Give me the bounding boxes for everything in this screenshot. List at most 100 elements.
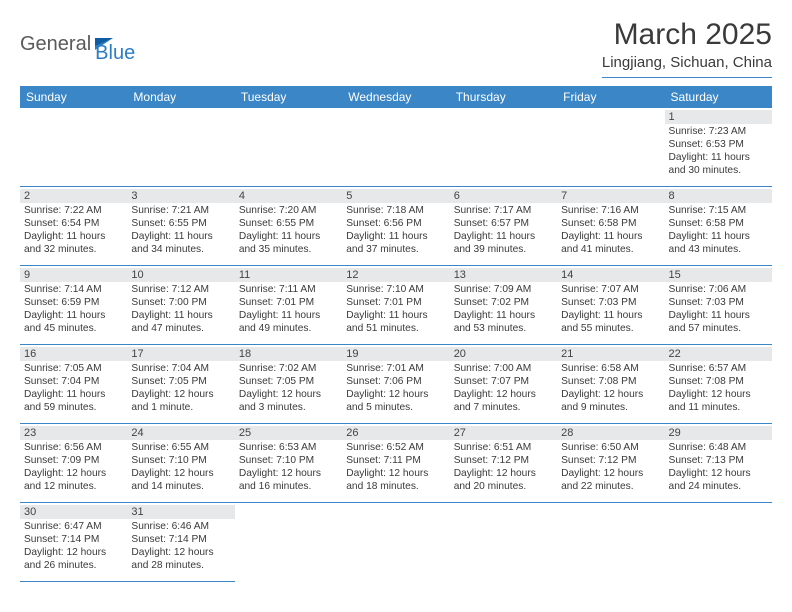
daylight2-text: and 37 minutes. [346, 243, 445, 256]
calendar-cell: 21Sunrise: 6:58 AMSunset: 7:08 PMDayligh… [557, 345, 664, 424]
sunrise-text: Sunrise: 7:16 AM [561, 204, 660, 217]
sunset-text: Sunset: 7:06 PM [346, 375, 445, 388]
sunrise-text: Sunrise: 7:07 AM [561, 283, 660, 296]
day-number: 29 [665, 426, 772, 440]
sunrise-text: Sunrise: 6:53 AM [239, 441, 338, 454]
logo: General Blue [20, 24, 135, 65]
daylight2-text: and 11 minutes. [669, 401, 768, 414]
title-rule [602, 77, 772, 78]
sunset-text: Sunset: 7:08 PM [669, 375, 768, 388]
daylight1-text: Daylight: 12 hours [561, 388, 660, 401]
daylight1-text: Daylight: 11 hours [561, 309, 660, 322]
sunrise-text: Sunrise: 7:04 AM [131, 362, 230, 375]
calendar-cell [127, 108, 234, 187]
day-number: 28 [557, 426, 664, 440]
day-number: 9 [20, 268, 127, 282]
daylight1-text: Daylight: 12 hours [454, 467, 553, 480]
day-number: 17 [127, 347, 234, 361]
sunset-text: Sunset: 7:13 PM [669, 454, 768, 467]
daylight2-text: and 45 minutes. [24, 322, 123, 335]
sunset-text: Sunset: 7:12 PM [561, 454, 660, 467]
daylight1-text: Daylight: 12 hours [24, 467, 123, 480]
daylight2-text: and 59 minutes. [24, 401, 123, 414]
sunset-text: Sunset: 6:56 PM [346, 217, 445, 230]
daylight2-text: and 41 minutes. [561, 243, 660, 256]
sunrise-text: Sunrise: 7:06 AM [669, 283, 768, 296]
daylight2-text: and 53 minutes. [454, 322, 553, 335]
sunset-text: Sunset: 7:10 PM [239, 454, 338, 467]
daylight1-text: Daylight: 12 hours [239, 467, 338, 480]
daylight1-text: Daylight: 11 hours [239, 309, 338, 322]
title-block: March 2025 Lingjiang, Sichuan, China [602, 18, 772, 78]
sunset-text: Sunset: 7:05 PM [239, 375, 338, 388]
calendar-cell: 19Sunrise: 7:01 AMSunset: 7:06 PMDayligh… [342, 345, 449, 424]
calendar-cell: 4Sunrise: 7:20 AMSunset: 6:55 PMDaylight… [235, 187, 342, 266]
daylight1-text: Daylight: 12 hours [454, 388, 553, 401]
sunset-text: Sunset: 7:08 PM [561, 375, 660, 388]
daylight2-text: and 51 minutes. [346, 322, 445, 335]
day-number: 13 [450, 268, 557, 282]
sunrise-text: Sunrise: 7:11 AM [239, 283, 338, 296]
daylight2-text: and 28 minutes. [131, 559, 230, 572]
daylight1-text: Daylight: 11 hours [24, 309, 123, 322]
calendar-cell [342, 503, 449, 582]
day-number: 20 [450, 347, 557, 361]
sunrise-text: Sunrise: 7:18 AM [346, 204, 445, 217]
daylight2-text: and 43 minutes. [669, 243, 768, 256]
calendar-cell: 9Sunrise: 7:14 AMSunset: 6:59 PMDaylight… [20, 266, 127, 345]
sunrise-text: Sunrise: 7:21 AM [131, 204, 230, 217]
sunrise-text: Sunrise: 6:51 AM [454, 441, 553, 454]
sunset-text: Sunset: 7:14 PM [131, 533, 230, 546]
sunset-text: Sunset: 7:05 PM [131, 375, 230, 388]
weekday-header: Thursday [450, 86, 557, 108]
sunrise-text: Sunrise: 7:14 AM [24, 283, 123, 296]
sunset-text: Sunset: 6:55 PM [239, 217, 338, 230]
day-number: 3 [127, 189, 234, 203]
day-number: 14 [557, 268, 664, 282]
calendar-cell: 22Sunrise: 6:57 AMSunset: 7:08 PMDayligh… [665, 345, 772, 424]
sunset-text: Sunset: 6:58 PM [561, 217, 660, 230]
calendar-cell [235, 108, 342, 187]
day-number: 11 [235, 268, 342, 282]
weekday-header-row: SundayMondayTuesdayWednesdayThursdayFrid… [20, 86, 772, 108]
daylight1-text: Daylight: 11 hours [24, 388, 123, 401]
day-number: 6 [450, 189, 557, 203]
daylight1-text: Daylight: 12 hours [346, 388, 445, 401]
sunrise-text: Sunrise: 7:09 AM [454, 283, 553, 296]
location-text: Lingjiang, Sichuan, China [602, 54, 772, 71]
sunset-text: Sunset: 7:07 PM [454, 375, 553, 388]
calendar-cell: 2Sunrise: 7:22 AMSunset: 6:54 PMDaylight… [20, 187, 127, 266]
day-number: 26 [342, 426, 449, 440]
calendar-cell [450, 108, 557, 187]
sunset-text: Sunset: 7:03 PM [561, 296, 660, 309]
calendar-cell: 27Sunrise: 6:51 AMSunset: 7:12 PMDayligh… [450, 424, 557, 503]
calendar-cell [557, 503, 664, 582]
sunrise-text: Sunrise: 7:01 AM [346, 362, 445, 375]
daylight2-text: and 26 minutes. [24, 559, 123, 572]
weekday-header: Tuesday [235, 86, 342, 108]
weekday-header: Saturday [665, 86, 772, 108]
day-number: 31 [127, 505, 234, 519]
sunrise-text: Sunrise: 6:47 AM [24, 520, 123, 533]
daylight1-text: Daylight: 12 hours [669, 467, 768, 480]
calendar-cell: 10Sunrise: 7:12 AMSunset: 7:00 PMDayligh… [127, 266, 234, 345]
sunrise-text: Sunrise: 6:56 AM [24, 441, 123, 454]
day-number: 10 [127, 268, 234, 282]
sunset-text: Sunset: 6:55 PM [131, 217, 230, 230]
daylight1-text: Daylight: 12 hours [131, 467, 230, 480]
day-number: 4 [235, 189, 342, 203]
calendar-row: 9Sunrise: 7:14 AMSunset: 6:59 PMDaylight… [20, 266, 772, 345]
weekday-header: Friday [557, 86, 664, 108]
sunrise-text: Sunrise: 7:12 AM [131, 283, 230, 296]
day-number: 1 [665, 110, 772, 124]
daylight2-text: and 14 minutes. [131, 480, 230, 493]
calendar-cell: 26Sunrise: 6:52 AMSunset: 7:11 PMDayligh… [342, 424, 449, 503]
calendar-cell: 3Sunrise: 7:21 AMSunset: 6:55 PMDaylight… [127, 187, 234, 266]
sunset-text: Sunset: 7:11 PM [346, 454, 445, 467]
daylight2-text: and 3 minutes. [239, 401, 338, 414]
header-row: General Blue March 2025 Lingjiang, Sichu… [20, 18, 772, 78]
day-number: 5 [342, 189, 449, 203]
daylight1-text: Daylight: 11 hours [561, 230, 660, 243]
daylight2-text: and 32 minutes. [24, 243, 123, 256]
sunset-text: Sunset: 6:57 PM [454, 217, 553, 230]
